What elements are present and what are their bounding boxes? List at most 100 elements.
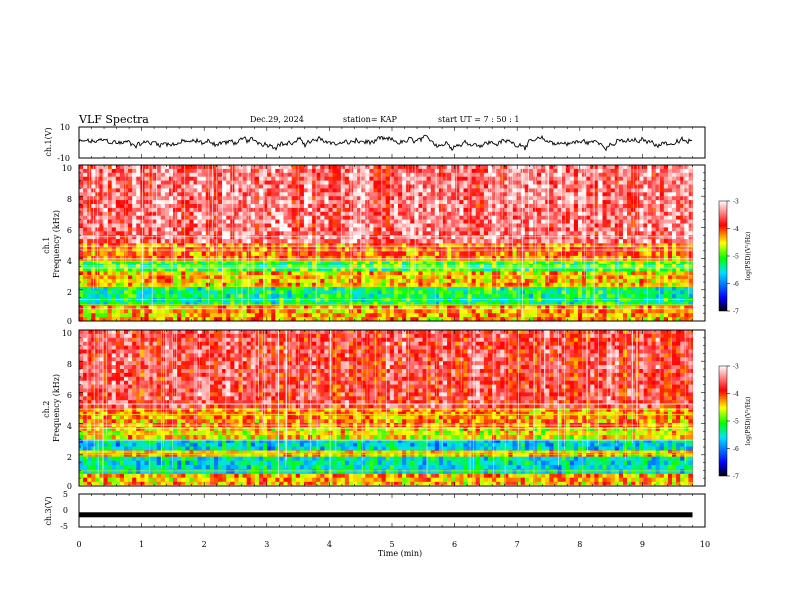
spectrogram-cell <box>275 231 280 236</box>
spectrogram-cell <box>467 305 472 310</box>
spectrogram-cell <box>156 243 162 248</box>
spectrogram-cell <box>136 286 141 291</box>
spectrogram-cell <box>123 251 129 257</box>
spectrogram-cell <box>365 313 370 318</box>
spectrogram-cell <box>606 313 611 318</box>
spectrogram-cell <box>467 309 472 314</box>
spectrogram-cell <box>295 239 301 244</box>
spectrogram-cell <box>271 251 276 257</box>
spectrogram-cell <box>209 251 215 257</box>
spectrogram-cell <box>234 188 239 193</box>
spectrogram-cell <box>156 301 162 306</box>
spectrogram-cell <box>107 271 113 276</box>
spectrogram-cell <box>299 184 305 189</box>
spectrogram-cell <box>312 192 317 197</box>
spectrogram-cell <box>136 297 141 302</box>
spectrogram-cell <box>107 165 113 170</box>
spectrogram-cell <box>328 192 333 197</box>
spectrogram-cell <box>103 223 108 228</box>
spectrogram-cell <box>246 274 252 280</box>
spectrogram-cell <box>226 239 231 244</box>
spectrogram-cell <box>557 278 562 284</box>
spectrogram-cell <box>312 180 317 185</box>
start-ut-label: start UT = 7 : 50 : 1 <box>438 115 520 124</box>
spectrogram-cell <box>83 227 88 232</box>
spectrogram-cell <box>455 290 460 295</box>
spectrogram-cell <box>119 305 125 310</box>
spectrogram-cell <box>107 301 113 306</box>
spectrogram-cell <box>111 192 117 197</box>
spectrogram-cell <box>438 204 444 209</box>
spectrogram-cell <box>406 176 411 181</box>
spectrogram-cell <box>385 227 391 232</box>
spectrogram-cell <box>128 207 133 213</box>
spectrogram-cell <box>549 251 554 257</box>
spectrogram-cell <box>406 317 411 322</box>
spectrogram-cell <box>369 188 374 193</box>
spectrogram-cell <box>168 235 174 240</box>
spectrogram-cell <box>451 267 456 272</box>
spectrogram-cell <box>189 215 194 220</box>
spectrogram-cell <box>99 278 104 284</box>
spectrogram-cell <box>254 207 260 213</box>
spectrogram-cell <box>627 255 632 261</box>
spectrogram-cell <box>201 219 207 224</box>
spectrogram-cell <box>430 260 436 265</box>
spectrogram-cell <box>639 294 644 299</box>
spectrogram-cell <box>582 297 587 302</box>
spectrogram-cell <box>320 172 325 177</box>
spectrogram-cell <box>111 215 117 220</box>
spectrogram-cell <box>385 286 391 291</box>
spectrogram-cell <box>263 286 268 291</box>
spectrogram-cell <box>561 313 566 318</box>
spectrogram-cell <box>467 260 472 265</box>
spectrogram-cell <box>250 274 256 280</box>
spectrogram-cell <box>230 271 235 276</box>
spectrogram-cell <box>275 317 280 322</box>
spectrogram-cell <box>263 180 268 185</box>
spectrogram-cell <box>479 309 485 314</box>
spectrogram-cell <box>132 204 137 209</box>
spectrogram-cell <box>361 290 366 295</box>
spectrogram-cell <box>258 301 264 306</box>
spectrogram-cell <box>168 271 174 276</box>
spectrogram-cell <box>107 196 113 201</box>
spectrogram-cell <box>267 215 272 220</box>
spectrogram-cell <box>659 271 665 276</box>
spectrogram-cell <box>459 274 464 280</box>
spectrogram-cell <box>250 188 256 193</box>
spectrogram-cell <box>132 317 137 322</box>
spectrogram-cell <box>373 172 378 177</box>
spectrogram-cell <box>295 282 301 287</box>
spectrogram-cell <box>344 317 350 322</box>
spectrogram-cell <box>128 309 133 314</box>
spectrogram-cell <box>336 286 342 291</box>
spectrogram-cell <box>389 180 395 185</box>
spectrogram-cell <box>328 301 333 306</box>
spectrogram-cell <box>111 278 117 284</box>
spectrogram-cell <box>111 180 117 185</box>
spectrogram-cell <box>79 305 84 310</box>
spectrogram-cell <box>614 278 620 284</box>
spectrogram-cell <box>218 282 223 287</box>
spectrogram-cell <box>471 286 477 291</box>
spectrogram-cell <box>406 274 411 280</box>
spectrogram-cell <box>324 239 329 244</box>
spectrogram-cell <box>541 271 546 276</box>
spectrogram-cell <box>328 184 333 189</box>
spectrogram-cell <box>185 235 190 240</box>
spectrogram-cell <box>107 204 113 209</box>
spectrogram-cell <box>447 211 452 216</box>
spectrogram-cell <box>258 290 264 295</box>
spectrogram-cell <box>226 168 231 174</box>
spectrogram-cell <box>91 305 96 310</box>
spectrogram-cell <box>667 271 673 276</box>
spectrogram-cell <box>365 168 370 174</box>
spectrogram-cell <box>115 235 121 240</box>
spectrogram-cell <box>324 260 329 265</box>
spectrogram-cell <box>299 239 305 244</box>
spectrogram-cell <box>308 207 313 213</box>
spectrogram-cell <box>361 188 366 193</box>
spectrogram-cell <box>361 267 366 272</box>
spectrogram-cell <box>549 290 554 295</box>
